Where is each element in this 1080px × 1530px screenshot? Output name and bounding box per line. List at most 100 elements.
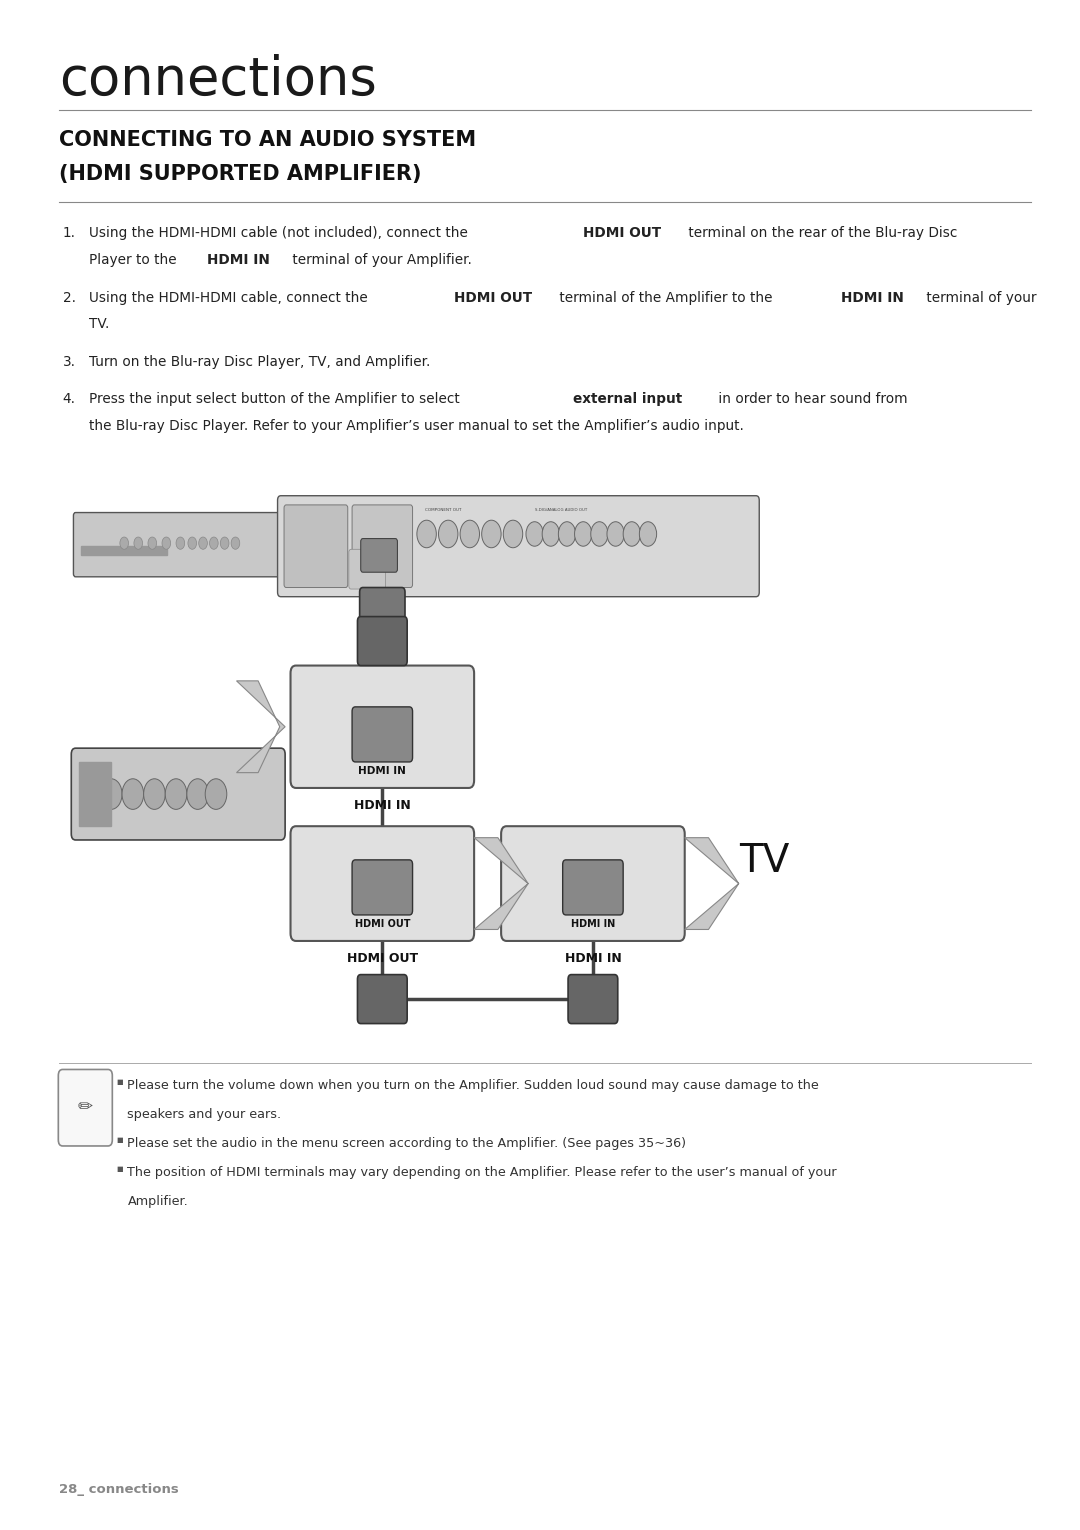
- Text: HDMI OUT: HDMI OUT: [354, 918, 410, 929]
- Text: terminal of the Amplifier to the: terminal of the Amplifier to the: [555, 291, 777, 304]
- Text: HDMI IN: HDMI IN: [354, 799, 410, 811]
- FancyBboxPatch shape: [563, 860, 623, 915]
- Text: 00:00: 00:00: [90, 793, 100, 796]
- FancyBboxPatch shape: [352, 707, 413, 762]
- Circle shape: [165, 779, 187, 809]
- Text: HDMI IN: HDMI IN: [841, 291, 904, 304]
- Text: COMPONENT OUT: COMPONENT OUT: [424, 508, 461, 513]
- Circle shape: [187, 779, 208, 809]
- Text: Using the HDMI-HDMI cable, connect the: Using the HDMI-HDMI cable, connect the: [89, 291, 372, 304]
- Text: 2.: 2.: [63, 291, 76, 304]
- Circle shape: [144, 779, 165, 809]
- Circle shape: [199, 537, 207, 549]
- Text: Turn on the Blu-ray Disc Player, TV, and Amplifier.: Turn on the Blu-ray Disc Player, TV, and…: [89, 355, 430, 369]
- Text: CONNECTING TO AN AUDIO SYSTEM: CONNECTING TO AN AUDIO SYSTEM: [59, 130, 476, 150]
- Text: connections: connections: [59, 54, 377, 106]
- FancyBboxPatch shape: [357, 617, 407, 666]
- Circle shape: [176, 537, 185, 549]
- FancyBboxPatch shape: [291, 666, 474, 788]
- Circle shape: [162, 537, 171, 549]
- Circle shape: [188, 537, 197, 549]
- FancyBboxPatch shape: [360, 588, 405, 633]
- Circle shape: [575, 522, 592, 546]
- Text: in order to hear sound from: in order to hear sound from: [714, 392, 907, 407]
- Text: HDMI IN: HDMI IN: [207, 252, 270, 268]
- FancyBboxPatch shape: [278, 496, 759, 597]
- Circle shape: [639, 522, 657, 546]
- FancyBboxPatch shape: [357, 975, 407, 1024]
- FancyBboxPatch shape: [284, 505, 348, 588]
- Circle shape: [558, 522, 576, 546]
- Text: terminal of your: terminal of your: [922, 291, 1037, 304]
- FancyBboxPatch shape: [291, 826, 474, 941]
- Text: HDMI OUT: HDMI OUT: [454, 291, 532, 304]
- Circle shape: [205, 779, 227, 809]
- Text: TV: TV: [739, 842, 789, 880]
- Polygon shape: [685, 838, 739, 930]
- Text: Please turn the volume down when you turn on the Amplifier. Sudden loud sound ma: Please turn the volume down when you tur…: [127, 1079, 820, 1091]
- Text: ■: ■: [117, 1166, 123, 1172]
- Text: The position of HDMI terminals may vary depending on the Amplifier. Please refer: The position of HDMI terminals may vary …: [127, 1166, 837, 1178]
- Text: Press the input select button of the Amplifier to select: Press the input select button of the Amp…: [89, 392, 463, 407]
- Text: 4.: 4.: [63, 392, 76, 407]
- Text: VBS HDT: VBS HDT: [352, 562, 367, 566]
- Text: TV.: TV.: [89, 318, 109, 332]
- Circle shape: [438, 520, 458, 548]
- Text: terminal of your Amplifier.: terminal of your Amplifier.: [288, 252, 472, 268]
- Text: speakers and your ears.: speakers and your ears.: [127, 1108, 282, 1120]
- Circle shape: [100, 779, 122, 809]
- Text: HDMI OUT: HDMI OUT: [347, 952, 418, 964]
- Circle shape: [591, 522, 608, 546]
- Polygon shape: [237, 681, 285, 773]
- Bar: [79, 762, 111, 826]
- Text: ✏: ✏: [78, 1099, 93, 1117]
- Circle shape: [122, 779, 144, 809]
- Circle shape: [220, 537, 229, 549]
- Text: HDMI IN: HDMI IN: [571, 918, 615, 929]
- Circle shape: [607, 522, 624, 546]
- Text: (HDMI SUPPORTED AMPLIFIER): (HDMI SUPPORTED AMPLIFIER): [59, 164, 422, 184]
- Circle shape: [210, 537, 218, 549]
- Polygon shape: [474, 838, 528, 930]
- Text: Using the HDMI-HDMI cable (not included), connect the: Using the HDMI-HDMI cable (not included)…: [89, 226, 472, 240]
- Text: HDMI IN: HDMI IN: [359, 765, 406, 776]
- Circle shape: [417, 520, 436, 548]
- Text: LAN: LAN: [292, 519, 301, 523]
- Bar: [81, 546, 167, 555]
- Text: Please set the audio in the menu screen according to the Amplifier. (See pages 3: Please set the audio in the menu screen …: [127, 1137, 687, 1149]
- Circle shape: [503, 520, 523, 548]
- Text: HDMI OUT: HDMI OUT: [583, 226, 661, 240]
- Text: the Blu-ray Disc Player. Refer to your Amplifier’s user manual to set the Amplif: the Blu-ray Disc Player. Refer to your A…: [89, 419, 743, 433]
- Text: ■: ■: [117, 1137, 123, 1143]
- Circle shape: [526, 522, 543, 546]
- FancyBboxPatch shape: [361, 539, 397, 572]
- FancyBboxPatch shape: [352, 505, 413, 588]
- FancyBboxPatch shape: [58, 1069, 112, 1146]
- Circle shape: [482, 520, 501, 548]
- Circle shape: [148, 537, 157, 549]
- Text: terminal on the rear of the Blu-ray Disc: terminal on the rear of the Blu-ray Disc: [684, 226, 957, 240]
- FancyBboxPatch shape: [73, 513, 283, 577]
- Circle shape: [623, 522, 640, 546]
- Text: HDMI IN: HDMI IN: [565, 952, 621, 964]
- Text: Amplifier.: Amplifier.: [127, 1195, 188, 1207]
- Text: 28_ connections: 28_ connections: [59, 1484, 179, 1496]
- FancyBboxPatch shape: [568, 975, 618, 1024]
- FancyBboxPatch shape: [349, 549, 386, 589]
- Text: ■: ■: [117, 1079, 123, 1085]
- Text: HDMI OUT: HDMI OUT: [359, 513, 383, 517]
- Text: Player to the: Player to the: [89, 252, 180, 268]
- Text: external input: external input: [572, 392, 681, 407]
- Circle shape: [460, 520, 480, 548]
- Circle shape: [542, 522, 559, 546]
- Circle shape: [134, 537, 143, 549]
- FancyBboxPatch shape: [352, 860, 413, 915]
- FancyBboxPatch shape: [501, 826, 685, 941]
- Text: 3.: 3.: [63, 355, 76, 369]
- Circle shape: [231, 537, 240, 549]
- Circle shape: [81, 779, 103, 809]
- FancyBboxPatch shape: [71, 748, 285, 840]
- Circle shape: [120, 537, 129, 549]
- Text: S.DIG/ANALOG AUDIO OUT: S.DIG/ANALOG AUDIO OUT: [536, 508, 588, 513]
- Text: 1.: 1.: [63, 226, 76, 240]
